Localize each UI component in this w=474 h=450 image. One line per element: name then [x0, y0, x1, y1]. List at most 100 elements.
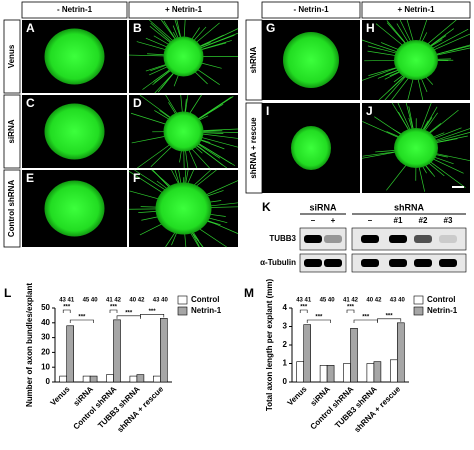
bracket — [377, 318, 402, 322]
axon — [362, 121, 402, 140]
axon — [418, 165, 426, 192]
band — [361, 259, 379, 267]
axon — [196, 226, 227, 248]
legend-label: Control — [191, 295, 219, 304]
explant — [44, 103, 105, 160]
axon — [130, 112, 169, 126]
frame — [3, 19, 21, 94]
y-tick-label: 3 — [283, 322, 288, 331]
axon — [134, 169, 169, 193]
n-label: 45 40 — [320, 298, 336, 304]
y-tick-label: 50 — [41, 303, 50, 312]
band — [324, 235, 342, 243]
axon — [149, 25, 174, 45]
axon — [423, 112, 438, 133]
x-tick-label: Venus — [49, 384, 72, 407]
axon — [150, 22, 174, 45]
panel-letter: A — [26, 21, 35, 35]
axon — [397, 102, 412, 132]
axon — [128, 171, 166, 196]
blot-row-label: α-Tubulin — [260, 258, 296, 267]
axon — [384, 74, 408, 101]
axon — [139, 94, 174, 120]
axon — [199, 133, 239, 139]
row-label: Control shRNA — [7, 180, 16, 238]
y-tick-label: 4 — [283, 303, 288, 312]
lane-label: – — [368, 216, 373, 225]
axon — [386, 22, 408, 46]
column-header: + Netrin-1 — [397, 5, 435, 14]
significance: *** — [125, 310, 133, 316]
axon — [361, 151, 399, 159]
row-label: Venus — [7, 44, 16, 68]
axon — [199, 131, 239, 133]
panel-letter: K — [262, 200, 271, 214]
axon — [398, 111, 410, 132]
panel-letter: L — [4, 286, 11, 300]
axon — [165, 94, 179, 117]
axon — [418, 19, 428, 43]
frame — [21, 1, 128, 19]
significance: *** — [110, 305, 118, 311]
axon — [399, 19, 412, 44]
axon — [362, 150, 399, 157]
blot-row-label: TUBB3 — [269, 234, 296, 243]
row-label: siRNA — [7, 119, 16, 143]
band — [389, 259, 407, 267]
panel-letter: I — [266, 104, 269, 118]
band — [324, 259, 342, 267]
significance: *** — [63, 305, 71, 311]
y-tick-label: 30 — [41, 333, 50, 342]
x-tick-label: Venus — [286, 384, 309, 407]
axon — [367, 45, 400, 55]
axon — [386, 163, 408, 191]
n-label: 41 42 — [343, 298, 359, 304]
explant — [163, 111, 204, 152]
axon — [428, 28, 455, 48]
axon — [425, 19, 457, 46]
bar — [106, 374, 114, 383]
axon — [430, 157, 464, 174]
panel-letter: B — [133, 21, 142, 35]
explant — [291, 126, 331, 170]
blot-group: shRNA — [394, 202, 425, 212]
legend-swatch — [177, 306, 188, 316]
axon — [196, 34, 224, 48]
n-label: 43 41 — [296, 298, 312, 304]
band — [439, 259, 457, 267]
axon — [199, 128, 239, 132]
bar — [113, 319, 121, 383]
explant — [283, 32, 339, 88]
lane-label: #1 — [394, 216, 403, 225]
column-header: + Netrin-1 — [165, 5, 203, 14]
band — [439, 235, 457, 243]
band — [414, 259, 432, 267]
axon — [428, 35, 447, 48]
axon — [131, 135, 169, 144]
bar — [89, 375, 98, 383]
explant — [394, 40, 438, 80]
axon — [198, 136, 239, 148]
bracket — [306, 319, 331, 323]
axon — [195, 142, 221, 159]
bar — [160, 318, 168, 383]
axon — [187, 94, 202, 117]
axon — [378, 74, 407, 101]
axon — [191, 169, 211, 188]
bracket — [69, 319, 94, 323]
axon — [432, 132, 471, 143]
y-tick-label: 10 — [41, 362, 50, 371]
axon — [396, 23, 410, 44]
axon — [432, 45, 471, 56]
axon — [189, 146, 210, 169]
significance: *** — [315, 315, 323, 321]
legend-label: Netrin-1 — [427, 306, 458, 315]
panel-letter: J — [366, 104, 373, 118]
significance: *** — [362, 315, 370, 321]
axon — [195, 141, 236, 166]
axon — [193, 22, 220, 45]
frame — [361, 1, 471, 19]
bracket — [140, 314, 165, 318]
lane-label: #2 — [419, 216, 428, 225]
